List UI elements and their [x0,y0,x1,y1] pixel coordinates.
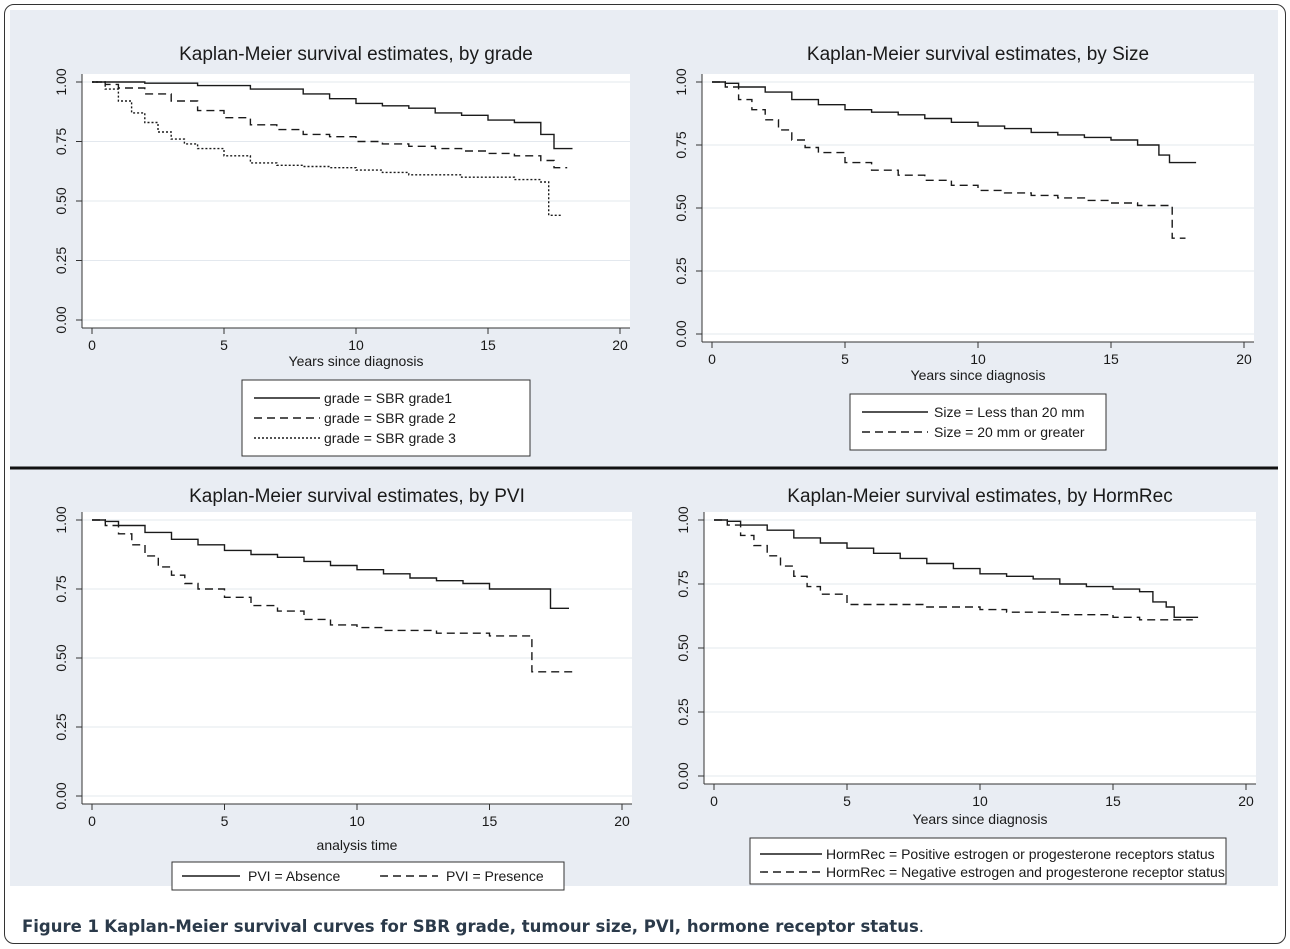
x-tick-label: 15 [480,337,496,353]
y-tick-label: 0.50 [673,194,689,221]
y-tick-label: 0.75 [53,575,69,602]
x-tick-label: 5 [221,813,229,829]
caption-text: Kaplan-Meier survival curves for SBR gra… [104,917,919,936]
y-tick-label: 0.00 [673,320,689,347]
x-tick-label: 5 [843,793,851,809]
legend-label: grade = SBR grade 2 [324,410,456,426]
y-tick-label: 0.25 [675,698,691,725]
chart-title: Kaplan-Meier survival estimates, by PVI [189,486,525,507]
figure-caption: Figure 1 Kaplan-Meier survival curves fo… [22,917,924,936]
series-line-1 [92,519,569,609]
y-tick-label: 0.75 [53,128,69,155]
chart-panel-3: Kaplan-Meier survival estimates, by PVI 0… [53,486,632,891]
y-tick-label: 1.00 [53,506,69,533]
x-tick-label: 0 [88,337,96,353]
chart-title: Kaplan-Meier survival estimates, by Horm… [787,486,1172,507]
y-tick-label: 0.75 [675,570,691,597]
chart-panel-1: Kaplan-Meier survival estimates, by grad… [53,44,630,457]
y-tick-label: 0.75 [673,131,689,158]
series-line-3 [92,81,562,216]
y-tick-label: 1.00 [53,68,69,95]
x-tick-label: 0 [710,793,718,809]
x-axis-label: Years since diagnosis [289,353,424,369]
legend-box [241,379,531,457]
x-tick-label: 15 [482,813,498,829]
legend-label: grade = SBR grade 3 [324,430,456,446]
x-axis-label: analysis time [317,837,398,853]
y-tick-label: 0.50 [53,644,69,671]
chart-title: Kaplan-Meier survival estimates, by grad… [179,44,533,65]
figure-area: Kaplan-Meier survival estimates, by grad… [10,10,1278,891]
x-axis-label: Years since diagnosis [911,367,1046,383]
x-tick-label: 10 [970,351,986,367]
y-tick-label: 1.00 [673,68,689,95]
x-tick-label: 20 [612,337,628,353]
x-tick-label: 10 [349,813,365,829]
legend-label: HormRec = Positive estrogen or progester… [826,846,1215,862]
legend: PVI = Absence PVI = Presence [171,861,565,891]
x-tick-label: 5 [841,351,849,367]
legend: Size = Less than 20 mm Size = 20 mm or gr… [849,393,1107,451]
legend-box [849,393,1107,451]
series-line-2 [712,81,1186,239]
legend-label: grade = SBR grade1 [324,390,452,406]
x-tick-label: 15 [1105,793,1121,809]
y-tick-label: 0.00 [675,762,691,789]
series-line-2 [92,81,568,169]
x-tick-label: 20 [614,813,630,829]
figure-frame [4,4,1286,944]
legend-label: Size = Less than 20 mm [934,404,1085,420]
chart-title: Kaplan-Meier survival estimates, by Size [807,44,1149,65]
legend-label: PVI = Absence [248,868,340,884]
legend-label: PVI = Presence [446,868,544,884]
series-line-1 [712,81,1197,164]
x-tick-label: 5 [220,337,228,353]
x-tick-label: 10 [348,337,364,353]
x-tick-label: 20 [1236,351,1252,367]
series-line-1 [92,81,573,150]
caption-end: . [918,917,925,936]
x-tick-label: 20 [1238,793,1254,809]
x-tick-label: 15 [1103,351,1119,367]
legend-label: Size = 20 mm or greater [934,424,1085,440]
series-line-1 [714,519,1199,618]
legend: grade = SBR grade1 grade = SBR grade 2 gra… [241,379,531,457]
y-tick-label: 0.50 [53,187,69,214]
series-line-2 [92,519,575,673]
x-tick-label: 0 [708,351,716,367]
x-tick-label: 0 [88,813,96,829]
y-tick-label: 0.00 [53,782,69,809]
x-axis-label: Years since diagnosis [913,811,1048,827]
x-tick-label: 10 [972,793,988,809]
y-tick-label: 0.25 [673,257,689,284]
y-tick-label: 1.00 [675,506,691,533]
chart-panel-2: Kaplan-Meier survival estimates, by Size… [673,44,1254,451]
series-line-2 [714,519,1193,621]
y-tick-label: 0.25 [53,247,69,274]
y-tick-label: 0.25 [53,713,69,740]
legend-box [749,837,1227,885]
y-tick-label: 0.50 [675,634,691,661]
caption-label: Figure 1 [22,917,100,936]
chart-panel-4: Kaplan-Meier survival estimates, by Horm… [675,486,1256,885]
legend: HormRec = Positive estrogen or progester… [749,837,1227,885]
y-tick-label: 0.00 [53,306,69,333]
legend-label: HormRec = Negative estrogen and progeste… [826,864,1225,880]
